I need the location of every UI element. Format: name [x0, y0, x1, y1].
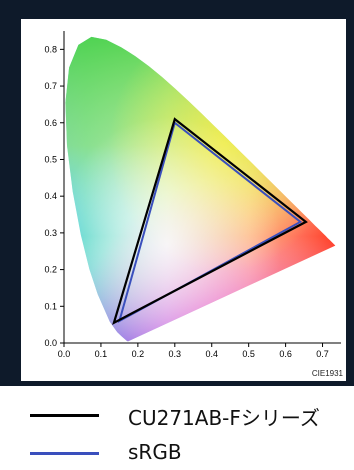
cu271ab-f-gamut-triangle [112, 117, 308, 325]
legend-item-srgb: sRGB [0, 438, 354, 468]
y-tick-label: 0.2 [44, 265, 57, 275]
x-tick-label: 0.6 [279, 349, 292, 359]
spectral-locus-fill [65, 36, 336, 342]
x-tick-label: 0.7 [316, 349, 329, 359]
series-marks [112, 117, 308, 325]
legend-item-cu271ab-f: CU271AB-Fシリーズ [0, 400, 354, 430]
x-tick-label: 0.4 [205, 349, 218, 359]
x-tick-label: 0.0 [58, 349, 71, 359]
legend: CU271AB-Fシリーズ sRGB [0, 386, 354, 470]
legend-swatch-black [30, 414, 99, 417]
legend-swatch-blue [30, 452, 99, 455]
chart-panel: 0.0 0.1 0.2 0.3 0.4 0.5 0.6 0.7 0.0 0.1 0.2 0.3 0.4 0… [21, 19, 346, 381]
legend-label: CU271AB-Fシリーズ [128, 406, 320, 430]
legend-label: sRGB [128, 440, 182, 464]
x-tick-label: 0.5 [242, 349, 255, 359]
cie-chromaticity-chart: 0.0 0.1 0.2 0.3 0.4 0.5 0.6 0.7 0.0 0.1 0.2 0.3 0.4 0… [44, 31, 344, 378]
y-tick-label: 0.7 [44, 81, 57, 91]
x-tick-label: 0.2 [132, 349, 145, 359]
y-tick-label: 0.3 [44, 228, 57, 238]
y-tick-label: 0.6 [44, 118, 57, 128]
cie1931-label: CIE1931 [312, 369, 344, 378]
x-tick-label: 0.1 [95, 349, 108, 359]
y-tick-label: 0.0 [44, 338, 57, 348]
y-tick-label: 0.4 [44, 191, 57, 201]
x-tick-label: 0.3 [169, 349, 182, 359]
y-tick-label: 0.5 [44, 154, 57, 164]
y-tick-label: 0.1 [44, 301, 57, 311]
y-tick-label: 0.8 [44, 44, 57, 54]
axes: 0.0 0.1 0.2 0.3 0.4 0.5 0.6 0.7 0.0 0.1 0.2 0.3 0.4 0… [44, 31, 341, 359]
